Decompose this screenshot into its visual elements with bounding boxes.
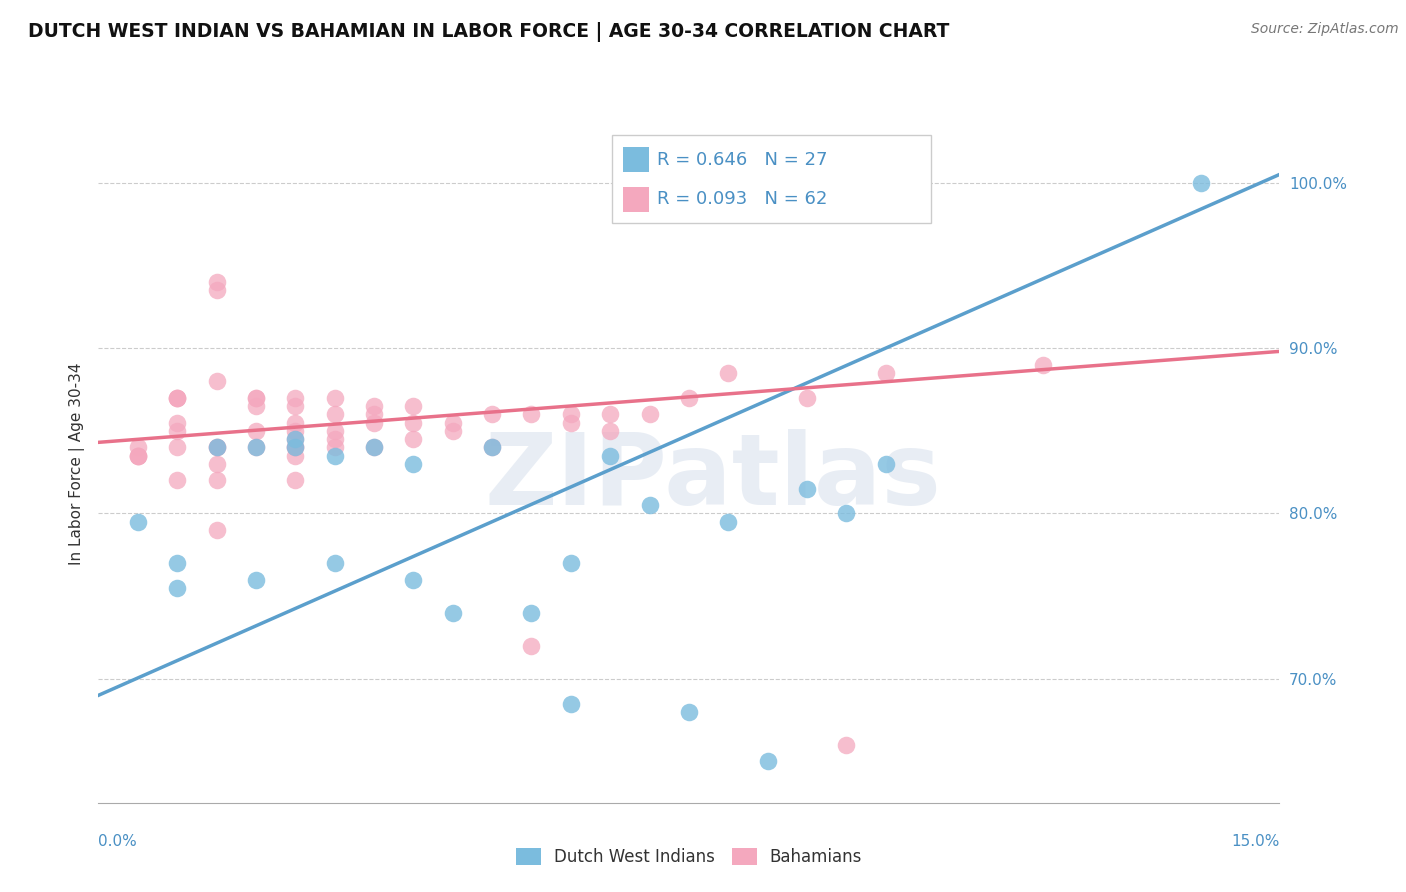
Point: [323, 449, 346, 463]
Point: [323, 432, 346, 446]
Point: [756, 755, 779, 769]
Point: [796, 482, 818, 496]
Point: [520, 407, 543, 421]
Point: [205, 440, 228, 454]
Point: [441, 416, 464, 430]
Point: [441, 606, 464, 620]
Legend: Dutch West Indians, Bahamians: Dutch West Indians, Bahamians: [509, 841, 869, 872]
Point: [520, 639, 543, 653]
Point: [678, 391, 700, 405]
Point: [166, 424, 188, 438]
Point: [363, 440, 385, 454]
Point: [323, 391, 346, 405]
Point: [166, 474, 188, 488]
Point: [323, 556, 346, 570]
Point: [205, 440, 228, 454]
Point: [245, 573, 267, 587]
Point: [323, 424, 346, 438]
Point: [284, 474, 307, 488]
Point: [205, 374, 228, 388]
Y-axis label: In Labor Force | Age 30-34: In Labor Force | Age 30-34: [69, 362, 84, 566]
Point: [402, 432, 425, 446]
Point: [127, 449, 149, 463]
Point: [284, 432, 307, 446]
Point: [363, 399, 385, 413]
Point: [166, 391, 188, 405]
Point: [284, 391, 307, 405]
Point: [441, 424, 464, 438]
Point: [1189, 176, 1212, 190]
Point: [363, 407, 385, 421]
Point: [363, 416, 385, 430]
Point: [127, 440, 149, 454]
Point: [599, 424, 621, 438]
Point: [481, 440, 503, 454]
Text: Source: ZipAtlas.com: Source: ZipAtlas.com: [1251, 22, 1399, 37]
Point: [127, 449, 149, 463]
Point: [284, 440, 307, 454]
Point: [796, 391, 818, 405]
Point: [363, 440, 385, 454]
Point: [284, 416, 307, 430]
Point: [127, 515, 149, 529]
Point: [717, 366, 740, 380]
Point: [284, 440, 307, 454]
Point: [560, 407, 582, 421]
Point: [560, 697, 582, 711]
Point: [638, 498, 661, 512]
Point: [205, 275, 228, 289]
Point: [205, 283, 228, 297]
Point: [835, 507, 858, 521]
Point: [520, 606, 543, 620]
Point: [205, 474, 228, 488]
Point: [560, 556, 582, 570]
Point: [205, 457, 228, 471]
Point: [205, 440, 228, 454]
Point: [599, 407, 621, 421]
Point: [127, 449, 149, 463]
Point: [245, 440, 267, 454]
Point: [284, 432, 307, 446]
Point: [284, 424, 307, 438]
Point: [166, 440, 188, 454]
Point: [284, 399, 307, 413]
Point: [284, 440, 307, 454]
Point: [166, 581, 188, 595]
Point: [245, 399, 267, 413]
Text: R = 0.646   N = 27: R = 0.646 N = 27: [657, 151, 828, 169]
Point: [402, 416, 425, 430]
Point: [402, 573, 425, 587]
Point: [166, 391, 188, 405]
Point: [402, 457, 425, 471]
Point: [323, 440, 346, 454]
Point: [245, 391, 267, 405]
Text: ZIPatlas: ZIPatlas: [484, 429, 941, 526]
Point: [835, 738, 858, 752]
Point: [245, 440, 267, 454]
Point: [481, 407, 503, 421]
Point: [1032, 358, 1054, 372]
Point: [166, 416, 188, 430]
Text: 0.0%: 0.0%: [98, 834, 138, 849]
Point: [481, 440, 503, 454]
Point: [875, 366, 897, 380]
Point: [323, 407, 346, 421]
Point: [678, 705, 700, 719]
Point: [166, 556, 188, 570]
Point: [245, 391, 267, 405]
Point: [402, 399, 425, 413]
Point: [284, 449, 307, 463]
Point: [245, 424, 267, 438]
Point: [205, 523, 228, 537]
Text: 15.0%: 15.0%: [1232, 834, 1279, 849]
Point: [638, 407, 661, 421]
Point: [599, 449, 621, 463]
Point: [560, 416, 582, 430]
Text: DUTCH WEST INDIAN VS BAHAMIAN IN LABOR FORCE | AGE 30-34 CORRELATION CHART: DUTCH WEST INDIAN VS BAHAMIAN IN LABOR F…: [28, 22, 949, 42]
Point: [875, 457, 897, 471]
Text: R = 0.093   N = 62: R = 0.093 N = 62: [657, 190, 828, 209]
Point: [166, 391, 188, 405]
Point: [717, 515, 740, 529]
